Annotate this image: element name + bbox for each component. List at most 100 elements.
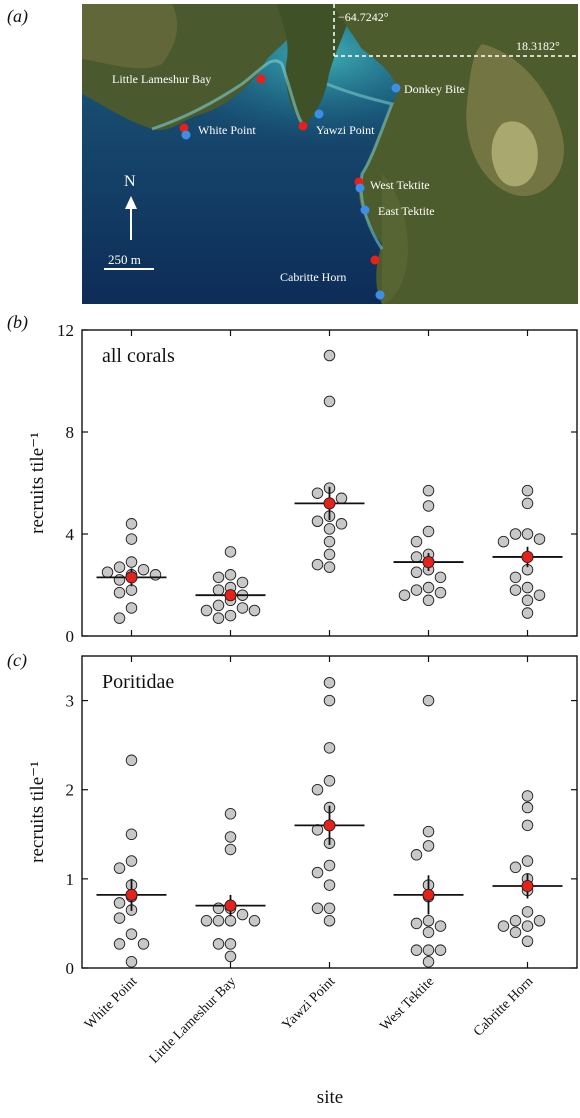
data-point [212, 915, 225, 927]
data-point [113, 938, 126, 950]
data-point [323, 775, 336, 787]
data-point [125, 754, 138, 767]
data-point [521, 855, 534, 867]
site-map: −64.7242° 18.3182° Little Lameshur Bay W… [82, 4, 578, 304]
mean-point [422, 888, 435, 901]
data-point [125, 956, 138, 968]
x-tick-label: Yawzi Point [279, 974, 338, 1033]
latitude-label: 18.3182° [516, 39, 560, 53]
data-point [422, 694, 435, 707]
y-tick-label: 12 [57, 321, 74, 340]
data-point [200, 915, 213, 927]
data-point [224, 915, 237, 927]
svg-text:Little Lameshur Bay: Little Lameshur Bay [112, 72, 211, 86]
data-point [323, 548, 336, 561]
y-tick-label: 8 [66, 423, 75, 442]
mean-point [323, 819, 336, 832]
data-point [236, 576, 249, 589]
data-point [410, 917, 423, 930]
data-point [125, 928, 138, 940]
data-point [113, 612, 126, 624]
data-point [101, 566, 114, 579]
data-point [125, 584, 138, 596]
data-point [224, 843, 237, 856]
data-point [422, 825, 435, 838]
data-point [212, 584, 225, 596]
site-little-lameshur-bay: Little Lameshur Bay [112, 72, 266, 86]
data-point [410, 849, 423, 861]
mean-point [521, 879, 534, 893]
data-point [521, 594, 534, 607]
data-point [335, 492, 348, 505]
svg-text:250 m: 250 m [108, 252, 141, 267]
data-point [422, 500, 435, 512]
x-tick-label: Cabritte Horn [471, 974, 536, 1039]
y-tick-label: 4 [66, 525, 75, 544]
data-point [422, 944, 435, 956]
panel-c-letter: (c) [7, 650, 27, 670]
data-point [422, 581, 435, 594]
data-point [521, 484, 534, 497]
data-point [509, 915, 522, 927]
mean-point [323, 497, 336, 510]
data-point [323, 676, 336, 689]
data-point [521, 819, 534, 832]
data-point [224, 950, 237, 963]
data-point [521, 528, 534, 540]
svg-text:Cabritte Horn: Cabritte Horn [280, 270, 346, 284]
data-point [311, 783, 324, 796]
data-point [521, 935, 534, 948]
data-point [323, 694, 336, 707]
y-tick-label: 2 [66, 781, 75, 800]
site-cabritte-horn: Cabritte Horn [280, 255, 385, 300]
data-point [311, 558, 324, 571]
data-point [422, 594, 435, 607]
mean-point [224, 899, 237, 912]
svg-text:N: N [124, 173, 136, 190]
data-point [113, 912, 126, 924]
data-point [521, 906, 534, 918]
data-point [497, 535, 510, 548]
svg-text:East Tektite: East Tektite [378, 204, 435, 218]
data-point [125, 518, 138, 530]
data-point [509, 584, 522, 596]
data-point [212, 599, 225, 612]
data-point [410, 584, 423, 596]
data-point [434, 920, 447, 932]
data-point [113, 586, 126, 599]
x-axis-label: site [317, 1087, 343, 1108]
data-point [509, 528, 522, 540]
data-point [422, 915, 435, 927]
chart-panel-1: 0 4 8 12 all corals recruits tile⁻¹ [27, 321, 578, 646]
data-point [422, 484, 435, 497]
svg-text:White Point: White Point [198, 123, 256, 137]
data-point [422, 525, 435, 538]
chart-panel-2: 0 1 2 3 Poritidae recruits tile⁻¹ White Point L… [27, 655, 578, 1067]
panel-b-letter: (b) [7, 312, 28, 332]
data-point [434, 571, 447, 584]
data-point [224, 808, 237, 820]
data-point [323, 742, 336, 754]
data-point [521, 920, 534, 932]
data-point [410, 535, 423, 548]
mean-point [422, 556, 435, 569]
data-point [248, 915, 261, 927]
data-point [521, 790, 534, 802]
site-donkey-bite: Donkey Bite [391, 82, 465, 96]
data-point [434, 586, 447, 599]
data-point [212, 902, 225, 915]
data-point [410, 566, 423, 579]
data-point [212, 571, 225, 584]
y-tick-label: 0 [66, 627, 75, 646]
data-point [125, 602, 138, 614]
data-point [125, 828, 138, 841]
mean-point [224, 589, 237, 602]
data-point [521, 607, 534, 619]
data-point [224, 831, 237, 843]
mean-point [125, 571, 138, 584]
data-point [113, 862, 126, 874]
data-point [323, 879, 336, 891]
mean-point [125, 888, 138, 901]
data-point [113, 574, 126, 586]
data-point [137, 563, 150, 576]
